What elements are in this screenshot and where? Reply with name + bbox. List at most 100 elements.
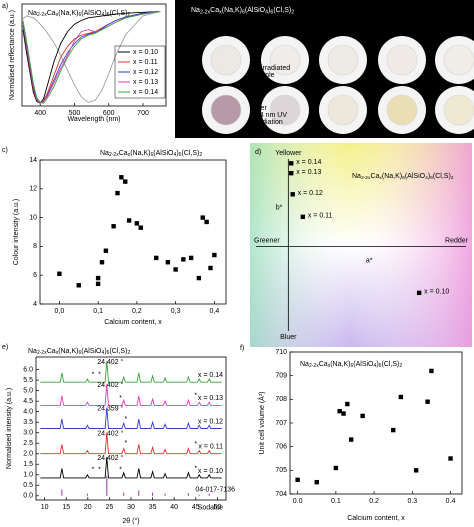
chart-title: Na2-2xCax(Na,K)6(AlSiO4)6(Cl,S)2 — [191, 7, 294, 16]
x-tick-label: 50 — [213, 504, 221, 511]
x-tick-label: 700 — [137, 110, 149, 117]
title-part: Na — [352, 173, 361, 180]
peak-marker: * — [98, 372, 101, 379]
title-part: (Cl,S) — [381, 361, 399, 368]
peak-marker: * — [124, 416, 127, 423]
series-label: x = 0.11 — [198, 444, 223, 451]
title-part: x — [379, 176, 382, 181]
point — [348, 437, 354, 442]
series-line — [22, 10, 161, 104]
title-part: x — [219, 10, 222, 16]
point — [204, 219, 209, 225]
title-part: 2 — [451, 175, 454, 181]
series-line — [40, 456, 222, 479]
y-tick-label: 14 — [29, 157, 37, 164]
sample — [327, 94, 359, 126]
sample — [386, 94, 418, 126]
series-label: x = 0.14 — [198, 372, 223, 379]
title-part: Na — [191, 7, 200, 14]
title-part: Ca — [47, 348, 56, 355]
title-part: Na — [300, 361, 309, 368]
chart-title: Na2-2xCax(Na,K)6(AlSiO4)6(Cl,S)2 — [100, 150, 202, 159]
point — [103, 248, 109, 253]
sample — [327, 44, 359, 76]
series-label: x = 0.13 — [198, 395, 223, 402]
title-part: 6 — [78, 12, 81, 18]
title-part: Ca — [319, 361, 328, 368]
chart-title: Na2-2xCax(Na,K)6(AlSiO4)6(Cl,S)2 — [28, 348, 130, 357]
sample — [269, 44, 301, 76]
point — [57, 271, 62, 276]
direction-label: Greener — [254, 237, 280, 244]
panel-label: b) — [180, 7, 186, 14]
point — [126, 218, 132, 223]
point — [448, 456, 453, 461]
point — [134, 221, 140, 226]
x-tick-label: 0,2 — [132, 308, 142, 315]
point — [425, 399, 430, 404]
point — [115, 190, 120, 196]
sample — [210, 94, 242, 126]
chart-title: Na2-2xCax(Na,K)6(AlSiO4)6(Cl,S)2 — [352, 173, 454, 182]
sample — [210, 44, 242, 76]
title-part: 2-2x — [37, 12, 47, 18]
y-tick-label: 6 — [33, 272, 37, 279]
x-tick-label: 0.0 — [293, 498, 303, 505]
row-label: Unirradiated — [252, 65, 290, 72]
y-tick-label: 5.5 — [23, 377, 33, 384]
direction-label: Yellower — [275, 150, 302, 157]
x-tick-label: 0,1 — [93, 308, 103, 315]
point — [341, 411, 346, 416]
y-tick-label: 708 — [275, 396, 287, 403]
series-line — [22, 10, 161, 104]
point — [289, 161, 294, 166]
x-tick-label: 0.4 — [446, 498, 456, 505]
direction-label: Bluer — [280, 334, 297, 341]
plot-frame — [39, 159, 227, 305]
point — [95, 275, 101, 281]
title-part: x — [128, 152, 131, 158]
point — [196, 275, 202, 281]
row-label: 254 nm UV — [252, 112, 287, 119]
title-part: (Cl,S) — [109, 10, 127, 17]
legend-label: x = 0.12 — [133, 69, 158, 76]
title-part: x — [56, 12, 59, 18]
peak-marker: * — [98, 466, 101, 473]
point — [173, 267, 178, 272]
y-tick-label: 709 — [275, 373, 287, 380]
annotation: 24.402 ° — [97, 358, 123, 366]
x-axis-label: a* — [366, 257, 373, 264]
column-label: x = 0.13 — [389, 29, 414, 36]
point — [300, 214, 306, 220]
title-part: 2 — [291, 10, 294, 16]
annotation: 24.359 ° — [97, 404, 123, 412]
title-part: Ca — [47, 10, 56, 17]
y-tick-label: 706 — [275, 444, 287, 451]
annotation: 24.402 ° — [97, 381, 123, 389]
title-part: (Na,K) — [130, 150, 150, 157]
y-tick-label: 705 — [275, 467, 287, 474]
title-part: ) — [268, 7, 270, 14]
title-part: ) — [376, 361, 378, 368]
sample — [269, 94, 301, 126]
series-label: x = 0.12 — [198, 418, 223, 425]
panel-label: a) — [2, 3, 8, 10]
title-part: (Cl,S) — [181, 150, 199, 157]
point — [208, 265, 213, 271]
peak-marker: * — [124, 440, 127, 447]
point-label: x = 0.10 — [424, 289, 449, 296]
y-tick-label: 4 — [33, 301, 37, 308]
point-label: x = 0.11 — [308, 213, 333, 220]
plot-frame — [21, 3, 167, 107]
panel-label: f) — [240, 345, 244, 352]
y-tick-label: 0.5 — [23, 482, 33, 489]
title-part: 4 — [265, 10, 268, 16]
title-part: 6 — [430, 175, 433, 181]
point — [138, 225, 143, 230]
color-space-overlay — [250, 143, 472, 347]
point — [295, 477, 300, 482]
column-label: x = 0.12 — [330, 29, 355, 36]
legend-label: x = 0.10 — [133, 49, 158, 56]
y-tick-label: 4.0 — [23, 409, 33, 416]
y-tick-label: 2.0 — [23, 451, 33, 458]
